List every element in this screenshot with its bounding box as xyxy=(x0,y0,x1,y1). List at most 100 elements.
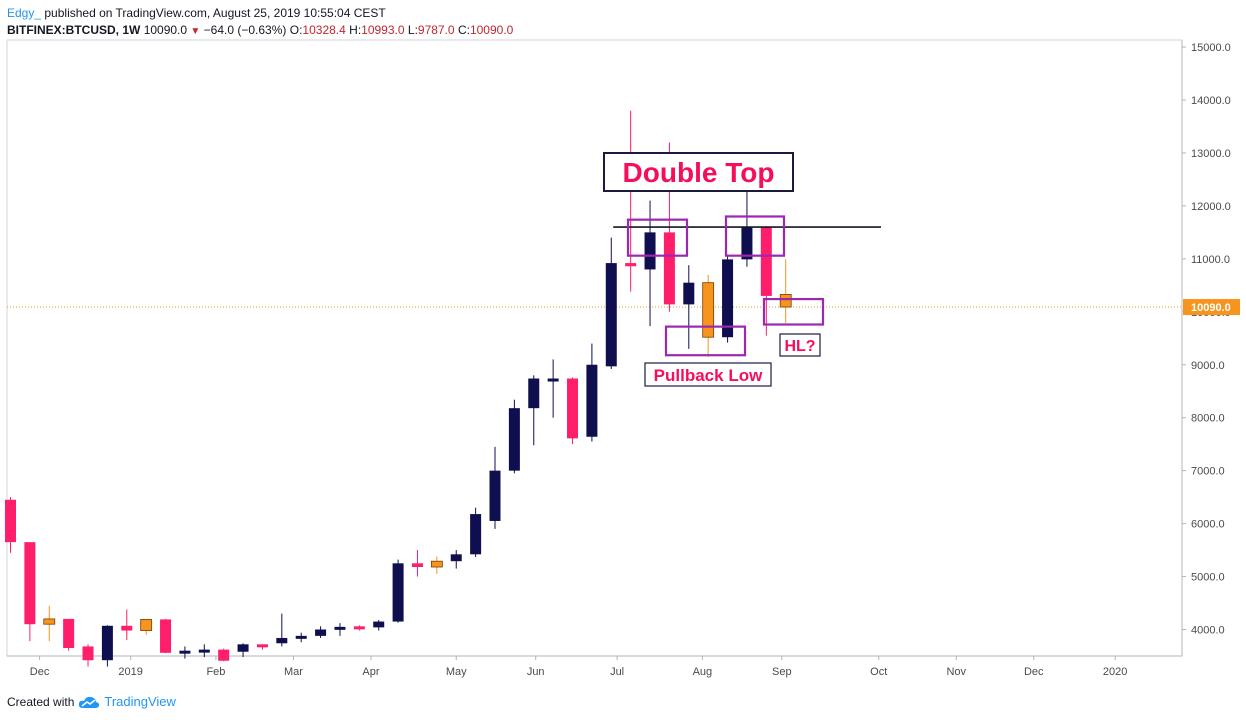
y-tick-label: 8000.0 xyxy=(1191,413,1225,425)
hl-label-box xyxy=(779,333,821,357)
x-tick-label: Oct xyxy=(870,666,887,678)
y-tick-label: 11000.0 xyxy=(1191,254,1230,266)
pullback-low-label: Pullback Low xyxy=(654,366,763,385)
candle-body xyxy=(179,650,191,654)
candle-body xyxy=(198,649,210,653)
candle-body xyxy=(547,378,559,382)
high-label: H: xyxy=(349,23,362,37)
open-label: O: xyxy=(289,23,303,37)
candle-body xyxy=(508,408,520,471)
low-value: 9787.0 xyxy=(417,23,455,37)
open-value: 10328.4 xyxy=(302,23,346,37)
y-tick-label: 5000.0 xyxy=(1191,572,1225,584)
y-tick-label: 4000.0 xyxy=(1191,625,1225,637)
price-change: −64.0 (−0.63%) xyxy=(203,23,287,37)
candle-body xyxy=(43,618,56,625)
candle-body xyxy=(528,378,540,409)
candle-body xyxy=(121,625,133,631)
y-tick-label: 14000.0 xyxy=(1191,95,1231,107)
candle-body xyxy=(5,499,16,543)
candle-body xyxy=(489,470,501,521)
candle-body xyxy=(256,644,268,648)
pullback-low-box xyxy=(664,325,747,357)
x-tick-label: Jul xyxy=(610,666,624,678)
tradingview-brand[interactable]: TradingView xyxy=(104,694,176,709)
close-value: 10090.0 xyxy=(469,23,514,37)
candle-body xyxy=(140,619,153,631)
candle-body xyxy=(295,635,307,639)
pullback-low-label-box xyxy=(644,362,772,387)
candle-body xyxy=(683,282,695,305)
down-triangle-icon: ▼ xyxy=(190,26,201,37)
y-tick-label: 13000.0 xyxy=(1191,148,1231,160)
candle-body xyxy=(24,542,36,625)
author-name[interactable]: Edgy_ xyxy=(7,6,42,20)
published-info: published on TradingView.com, August 25,… xyxy=(44,6,386,20)
candle-body xyxy=(760,227,772,296)
hl-box xyxy=(762,297,825,326)
x-tick-label: Apr xyxy=(362,666,379,678)
candle-body xyxy=(160,619,172,653)
y-tick-label: 6000.0 xyxy=(1191,519,1225,531)
double-top-left-box xyxy=(626,218,689,257)
candle-body xyxy=(567,378,579,439)
candle-body xyxy=(82,646,94,661)
x-tick-label: Sep xyxy=(772,666,792,678)
candle-body xyxy=(276,637,288,644)
y-tick-label: 15000.0 xyxy=(1191,42,1231,54)
tradingview-cloud-icon xyxy=(79,696,100,708)
candle-body xyxy=(450,554,462,562)
candle-body xyxy=(644,232,656,270)
x-tick-label: Aug xyxy=(693,666,713,678)
x-tick-label: Nov xyxy=(946,666,966,678)
y-tick-label: 12000.0 xyxy=(1191,201,1231,213)
candle-body xyxy=(586,364,598,437)
candle-body xyxy=(334,626,346,630)
candle-body xyxy=(605,263,617,367)
x-tick-label: 2020 xyxy=(1103,666,1127,678)
y-tick-label: 9000.0 xyxy=(1191,360,1225,372)
candle-body xyxy=(702,282,715,338)
double-top-right-box xyxy=(724,215,786,257)
candle-body xyxy=(373,621,385,628)
double-top-label: Double Top xyxy=(623,157,775,188)
candle-body xyxy=(237,644,249,652)
candle-body xyxy=(430,560,443,568)
high-value: 10993.0 xyxy=(361,23,405,37)
plot-frame xyxy=(6,39,1183,657)
candle-body xyxy=(779,294,792,308)
symbol-label[interactable]: BITFINEX:BTCUSD, 1W xyxy=(7,23,141,37)
x-tick-label: 2019 xyxy=(118,666,142,678)
chart-header: Edgy_ published on TradingView.com, Augu… xyxy=(7,5,386,21)
hl-label: HL? xyxy=(784,338,815,355)
candle-body xyxy=(722,259,734,338)
y-tick-label: 7000.0 xyxy=(1191,466,1225,478)
x-tick-label: Feb xyxy=(206,666,225,678)
candle-body xyxy=(101,625,113,661)
candle-body xyxy=(741,227,753,260)
ohlc-legend: BITFINEX:BTCUSD, 1W 10090.0 ▼ −64.0 (−0.… xyxy=(7,22,513,40)
candle-body xyxy=(411,563,423,568)
created-with-label: Created with xyxy=(7,695,75,709)
candle-body xyxy=(63,618,75,649)
x-tick-label: May xyxy=(446,666,467,678)
double-top-label-box xyxy=(603,152,794,192)
last-price: 10090.0 xyxy=(143,23,188,37)
x-tick-label: Dec xyxy=(30,666,50,678)
candle-body xyxy=(625,263,637,267)
current-price-tag-label: 10090.0 xyxy=(1191,302,1231,314)
candle-body xyxy=(392,563,404,622)
low-label: L: xyxy=(407,23,418,37)
candle-body xyxy=(663,232,675,305)
candle-body xyxy=(218,649,230,661)
x-tick-label: Dec xyxy=(1024,666,1044,678)
close-label: C: xyxy=(457,23,470,37)
candle-body xyxy=(470,514,482,555)
x-tick-label: Jun xyxy=(527,666,545,678)
candle-body xyxy=(353,626,365,630)
footer: Created with TradingView xyxy=(7,694,176,710)
current-price-tag xyxy=(1183,299,1240,316)
candle-body xyxy=(315,629,327,636)
x-tick-label: Mar xyxy=(284,666,303,678)
